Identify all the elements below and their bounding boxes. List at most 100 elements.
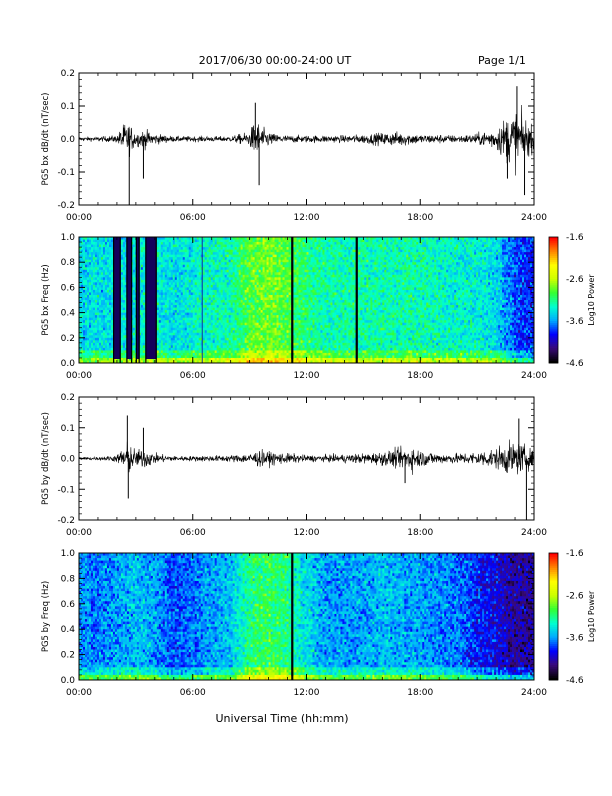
spectrogram-cell (187, 323, 189, 326)
spectrogram-cell (165, 318, 167, 321)
spectrogram-cell (247, 328, 249, 331)
spectrogram-cell (233, 325, 235, 328)
spectrogram-cell (105, 353, 107, 356)
spectrogram-cell (269, 282, 271, 285)
spectrogram-cell (219, 240, 221, 243)
spectrogram-cell (83, 355, 85, 358)
spectrogram-cell (161, 355, 163, 358)
spectrogram-cell (109, 358, 111, 361)
spectrogram-cell (215, 277, 217, 280)
spectrogram-cell (211, 272, 213, 275)
spectrogram-cell (237, 303, 239, 306)
spectrogram-cell (241, 240, 243, 243)
spectrogram-cell (223, 280, 225, 283)
spectrogram-cell (265, 245, 267, 248)
spectrogram-cell (215, 245, 217, 248)
spectrogram-cell (95, 303, 97, 306)
spectrogram-cell (111, 282, 113, 285)
spectrogram-cell (251, 328, 253, 331)
spectrogram-cell (133, 300, 135, 303)
spectrogram-cell (95, 240, 97, 243)
spectrogram-cell (87, 300, 89, 303)
spectrogram-cell (219, 300, 221, 303)
spectrogram-cell (161, 247, 163, 250)
spectrogram-cell (257, 292, 259, 295)
spectrogram-cell (205, 300, 207, 303)
spectrogram-cell (215, 305, 217, 308)
spectrogram-cell (261, 265, 263, 268)
spectrogram-cell (219, 265, 221, 268)
spectrogram-cell (215, 240, 217, 243)
spectrogram-cell (215, 340, 217, 343)
spectrogram-cell (269, 335, 271, 338)
spectrogram-cell (187, 262, 189, 265)
spectrogram-cell (133, 350, 135, 353)
spectrogram-cell (175, 252, 177, 255)
spectrogram-cell (197, 303, 199, 306)
spectrogram-cell (179, 272, 181, 275)
spectrogram-cell (223, 308, 225, 311)
spectrogram-cell (209, 358, 211, 361)
spectrogram-cell (209, 262, 211, 265)
spectrogram-cell (251, 240, 253, 243)
spectrogram-cell (133, 280, 135, 283)
spectrogram-cell (143, 247, 145, 250)
spectrogram-cell (233, 285, 235, 288)
spectrogram-cell (197, 340, 199, 343)
spectrogram-cell (223, 313, 225, 316)
spectrogram-cell (169, 255, 171, 258)
spectrogram-cell (165, 265, 167, 268)
waveform-trace (79, 105, 534, 175)
spectrogram-cell (211, 287, 213, 290)
spectrogram-cell (109, 272, 111, 275)
spectrogram-cell (211, 333, 213, 336)
spectrogram-cell (133, 245, 135, 248)
spectrogram-cell (175, 285, 177, 288)
spectrogram-cell (179, 313, 181, 316)
spectrogram-cell (237, 270, 239, 273)
spectrogram-cell (233, 313, 235, 316)
spectrogram-cell (223, 265, 225, 268)
spectrogram-cell (143, 287, 145, 290)
spectrogram-cell (109, 318, 111, 321)
spectrogram-cell (225, 343, 227, 346)
spectrogram-cell (87, 260, 89, 263)
spectrogram-cell (141, 245, 143, 248)
spectrogram-cell (247, 325, 249, 328)
spectrogram-cell (265, 303, 267, 306)
spectrogram-cell (265, 343, 267, 346)
spectrogram-cell (191, 265, 193, 268)
spectrogram-cell (159, 285, 161, 288)
spectrogram-cell (169, 270, 171, 273)
spectrogram-cell (211, 255, 213, 258)
spectrogram-cell (225, 350, 227, 353)
spectrogram-cell (215, 303, 217, 306)
spectrogram-cell (83, 295, 85, 298)
spectrogram-cell (219, 252, 221, 255)
spectrogram-cell (105, 270, 107, 273)
spectrogram-cell (241, 285, 243, 288)
spectrogram-cell (243, 325, 245, 328)
spectrogram-cell (247, 280, 249, 283)
spectrogram-cell (87, 345, 89, 348)
spectrogram-cell (95, 262, 97, 265)
spectrogram-cell (179, 310, 181, 313)
spectrogram-cell (187, 265, 189, 268)
spectrogram-cell (101, 333, 103, 336)
spectrogram-cell (173, 277, 175, 280)
spectrogram-cell (179, 275, 181, 278)
spectrogram-cell (191, 275, 193, 278)
spectrogram-cell (173, 260, 175, 263)
spectrogram-cell (143, 305, 145, 308)
spectrogram-cell (101, 297, 103, 300)
spectrogram-cell (257, 340, 259, 343)
spectrogram-cell (209, 247, 211, 250)
spectrogram-cell (109, 350, 111, 353)
spectrogram-cell (233, 335, 235, 338)
spectrogram-cell (241, 250, 243, 253)
spectrogram-cell (101, 303, 103, 306)
spectrogram-cell (205, 358, 207, 361)
spectrogram-cell (211, 355, 213, 358)
spectrogram-cell (161, 240, 163, 243)
spectrogram-cell (265, 292, 267, 295)
